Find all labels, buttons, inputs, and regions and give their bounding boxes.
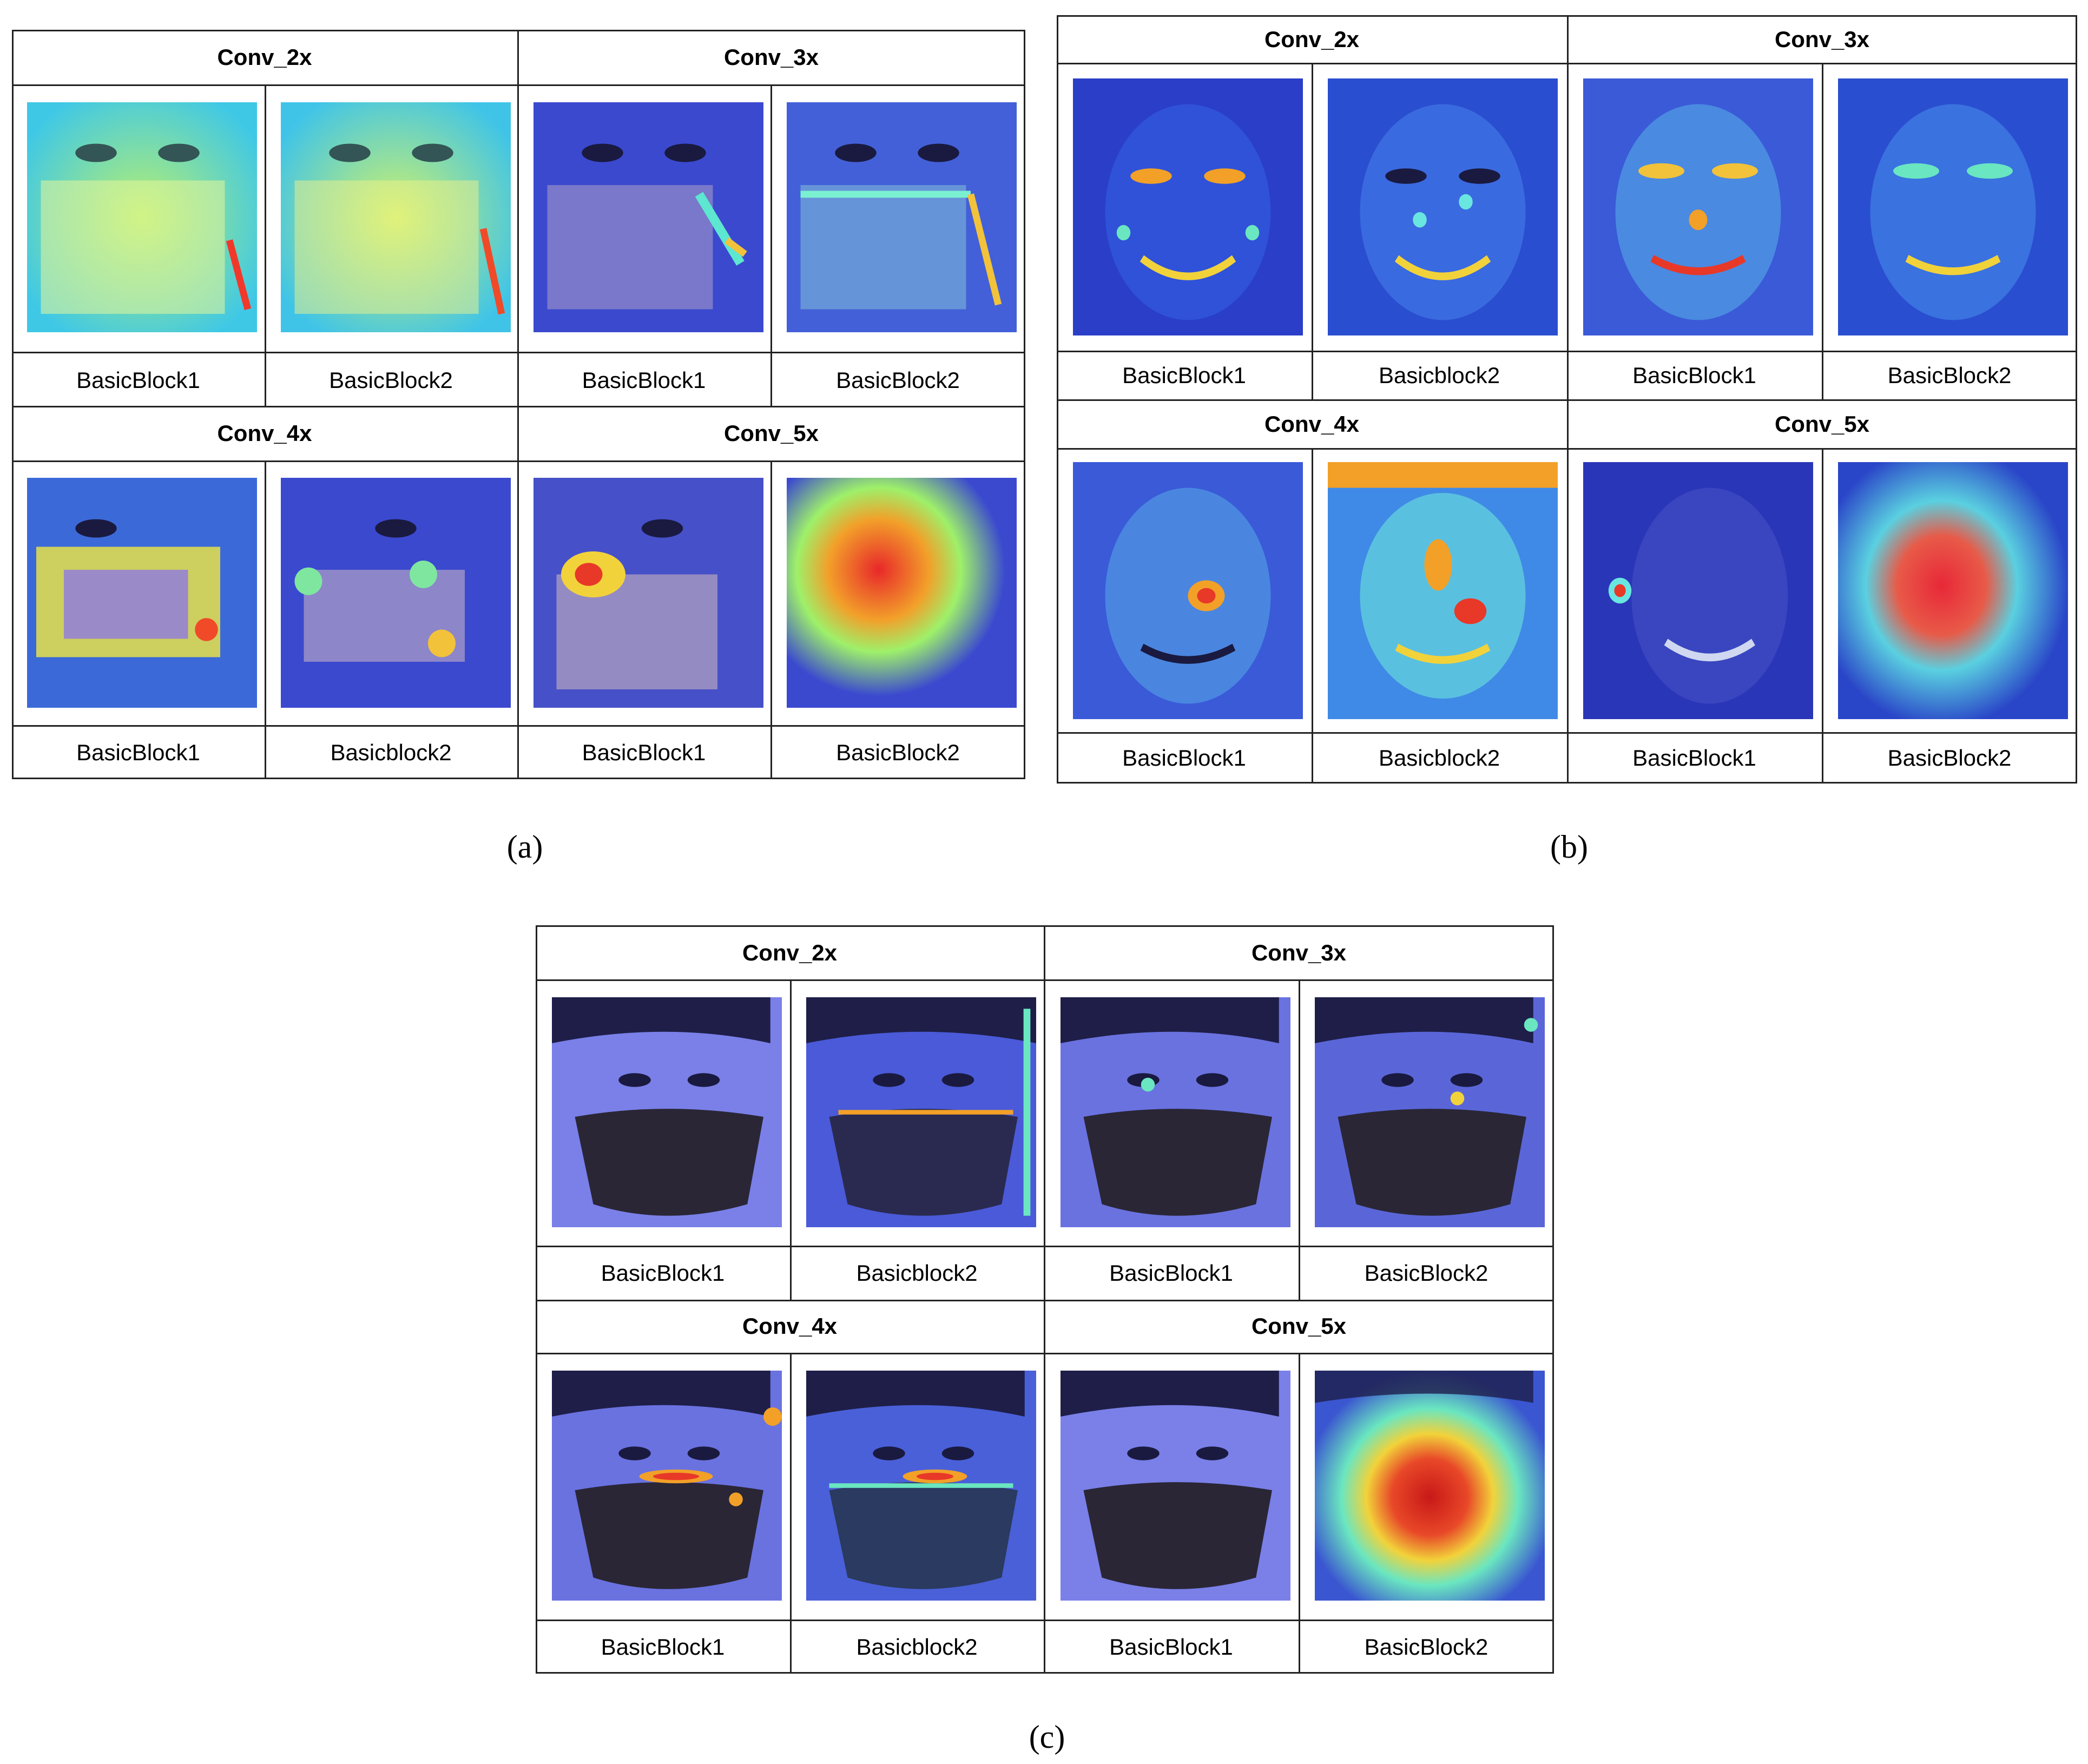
figure-caption: (c) — [1029, 1719, 1065, 1755]
heatmap-image — [787, 102, 1017, 332]
conv-title: Conv_5x — [1251, 1313, 1347, 1339]
figure-caption: (b) — [1550, 829, 1588, 865]
divider — [790, 1353, 792, 1674]
heatmap-image — [1061, 997, 1290, 1227]
block-label: BasicBlock1 — [76, 740, 200, 765]
heatmap-image — [1315, 997, 1545, 1227]
heatmap-image — [1073, 462, 1303, 719]
block-label: BasicBlock1 — [582, 367, 706, 393]
divider — [1299, 979, 1300, 1300]
block-label: BasicBlock2 — [1364, 1260, 1488, 1286]
heatmap-image — [281, 478, 511, 708]
conv-title: Conv_2x — [217, 44, 312, 70]
divider — [1312, 63, 1313, 399]
heatmap-image — [806, 997, 1036, 1227]
conv-title: Conv_3x — [723, 44, 819, 70]
heatmap-image — [533, 478, 763, 708]
block-label: BasicBlock2 — [1887, 363, 2012, 388]
heatmap-image — [1328, 78, 1558, 335]
heatmap-image — [1073, 78, 1303, 335]
divider — [1312, 448, 1313, 784]
heatmap-image — [1328, 462, 1558, 719]
block-label: Basicblock2 — [856, 1260, 978, 1286]
block-label: BasicBlock2 — [836, 367, 960, 393]
heatmap-image — [27, 102, 257, 332]
heatmap-image — [1838, 462, 2068, 719]
divider — [1822, 448, 1823, 784]
block-label: BasicBlock1 — [1122, 745, 1246, 771]
block-label: BasicBlock2 — [1364, 1634, 1488, 1660]
heatmap-image — [1583, 462, 1813, 719]
divider — [790, 979, 792, 1300]
conv-title: Conv_4x — [742, 1313, 838, 1339]
conv-title: Conv_4x — [1264, 411, 1360, 437]
block-label: BasicBlock2 — [1887, 745, 2012, 771]
conv-title: Conv_2x — [1264, 27, 1360, 52]
block-label: Basicblock2 — [330, 740, 452, 765]
block-label: Basicblock2 — [1378, 363, 1500, 388]
figure-caption: (a) — [506, 829, 543, 865]
block-label: BasicBlock1 — [1122, 363, 1246, 388]
panel-b: Conv_2x Conv_3x Conv_4x Conv_5x BasicBlo… — [1057, 15, 2077, 784]
divider — [1299, 1353, 1300, 1674]
conv-title: Conv_4x — [217, 420, 312, 446]
conv-title: Conv_2x — [742, 940, 838, 965]
block-label: BasicBlock1 — [582, 740, 706, 765]
conv-title: Conv_3x — [1251, 940, 1347, 965]
heatmap-image — [1583, 78, 1813, 335]
heatmap-image — [27, 478, 257, 708]
conv-title: Conv_3x — [1774, 27, 1870, 52]
heatmap-image — [787, 478, 1017, 708]
block-label: BasicBlock1 — [601, 1634, 725, 1660]
heatmap-image — [1315, 1371, 1545, 1601]
heatmap-image — [1061, 1371, 1290, 1601]
block-label: BasicBlock1 — [1109, 1260, 1233, 1286]
block-label: BasicBlock2 — [836, 740, 960, 765]
conv-title: Conv_5x — [1774, 411, 1870, 437]
conv-title: Conv_5x — [723, 420, 819, 446]
block-label: BasicBlock2 — [329, 367, 453, 393]
block-label: BasicBlock1 — [601, 1260, 725, 1286]
divider — [770, 84, 772, 406]
divider — [265, 84, 266, 406]
block-label: BasicBlock1 — [1109, 1634, 1233, 1660]
block-label: BasicBlock1 — [76, 367, 200, 393]
heatmap-image — [281, 102, 511, 332]
heatmap-image — [552, 1371, 782, 1601]
heatmap-image — [552, 997, 782, 1227]
divider — [770, 460, 772, 779]
block-label: BasicBlock1 — [1632, 745, 1756, 771]
heatmap-image — [533, 102, 763, 332]
heatmap-image — [1838, 78, 2068, 335]
divider — [517, 30, 519, 779]
block-label: Basicblock2 — [1378, 745, 1500, 771]
heatmap-image — [806, 1371, 1036, 1601]
block-label: Basicblock2 — [856, 1634, 978, 1660]
panel-a: Conv_2x Conv_3x Conv_4x Conv_5x BasicBlo… — [12, 30, 1025, 779]
divider — [1822, 63, 1823, 399]
divider — [1044, 925, 1045, 1674]
block-label: BasicBlock1 — [1632, 363, 1756, 388]
divider — [1567, 15, 1569, 784]
divider — [265, 460, 266, 779]
panel-c: Conv_2x Conv_3x Conv_4x Conv_5x BasicBlo… — [536, 925, 1554, 1674]
